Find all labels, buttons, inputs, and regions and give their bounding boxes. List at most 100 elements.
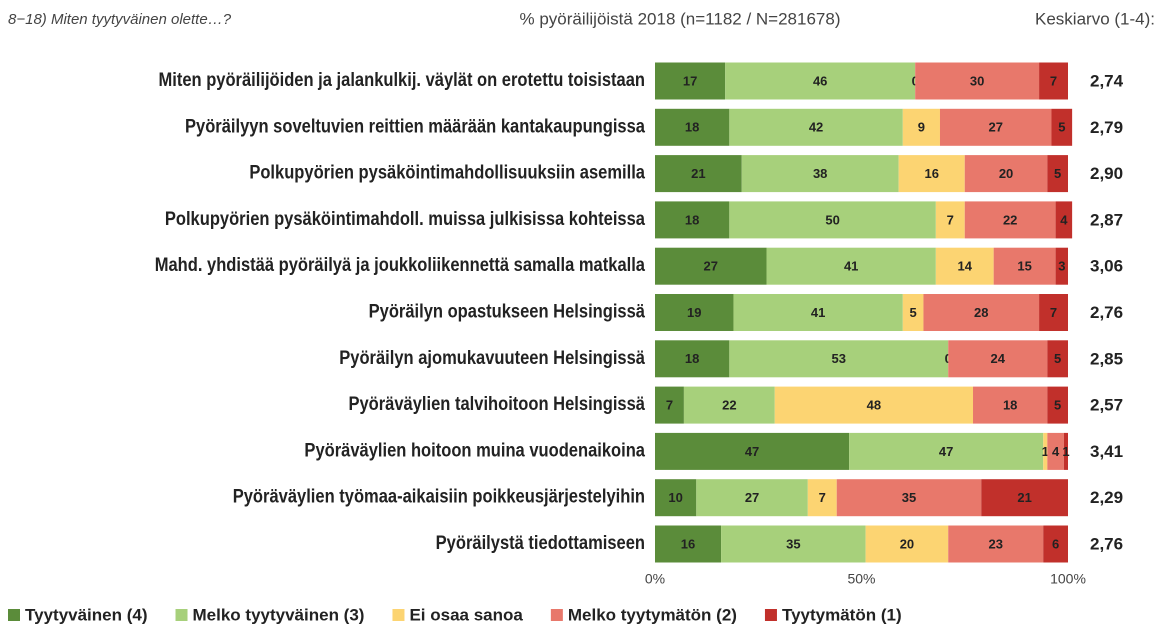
- segment-label: 7: [1050, 305, 1057, 320]
- bar-segment: [1039, 294, 1068, 331]
- segment-label: 7: [819, 490, 826, 505]
- segment-label: 28: [974, 305, 988, 320]
- category-label-group: Pyöräilystä tiedottamiseen: [436, 532, 645, 553]
- segment-label: 41: [844, 259, 858, 274]
- segment-label: 20: [900, 536, 914, 551]
- segment-label: 14: [958, 259, 973, 274]
- x-tick-label: 50%: [847, 571, 875, 587]
- segment-label: 16: [681, 536, 695, 551]
- segment-label: 7: [947, 212, 954, 227]
- segment-label: 15: [1017, 259, 1031, 274]
- segment-label: 30: [970, 73, 984, 88]
- bar-segment: [1047, 340, 1068, 378]
- category-label-group: Polkupyörien pysäköintimahdoll. muissa j…: [165, 208, 646, 229]
- bar-segment: [849, 432, 1044, 470]
- bar-segment: [836, 479, 982, 517]
- category-label: Pyöräväylien talvihoitoon Helsingissä: [348, 393, 645, 414]
- segment-label: 27: [704, 259, 718, 274]
- category-label: Miten pyöräilijöiden ja jalankulkij. väy…: [158, 69, 645, 90]
- category-label: Pyöräilyn ajomukavuuteen Helsingissä: [339, 347, 645, 368]
- legend-swatch: [550, 609, 563, 621]
- bar-segment: [766, 247, 936, 285]
- segment-label: 47: [939, 444, 953, 459]
- average-label: 2,90: [1090, 164, 1123, 183]
- segment-label: 4: [1052, 444, 1060, 459]
- segment-label: 27: [745, 490, 759, 505]
- average-title: Keskiarvo (1-4):: [1035, 9, 1155, 28]
- bar-segment: [655, 108, 730, 146]
- bar-segment: [935, 247, 994, 285]
- segment-label: 18: [685, 120, 699, 135]
- bar-segment: [655, 340, 730, 378]
- bar-segment: [964, 155, 1048, 193]
- bar-segment: [993, 247, 1056, 285]
- segment-label: 21: [1017, 490, 1031, 505]
- bar-segment: [973, 386, 1048, 424]
- bar-segment: [939, 108, 1052, 146]
- bar-segment: [923, 294, 1040, 331]
- category-label-group: Pyöräilyn ajomukavuuteen Helsingissä: [339, 347, 645, 368]
- segment-label: 41: [811, 305, 825, 320]
- bar-segment: [655, 432, 850, 470]
- bar-segment: [1051, 108, 1073, 146]
- category-label: Pyöräilystä tiedottamiseen: [436, 532, 645, 553]
- legend-label: Ei osaa sanoa: [409, 605, 523, 624]
- category-label: Mahd. yhdistää pyöräilyä ja joukkoliiken…: [155, 254, 646, 275]
- bar-segment: [807, 479, 837, 517]
- category-label-group: Pyöräilyyn soveltuvien reittien määrään …: [185, 115, 646, 136]
- bar-segment: [1039, 62, 1068, 100]
- bar-segment: [655, 479, 697, 517]
- bar-segment: [1063, 432, 1068, 470]
- segment-label: 10: [668, 490, 682, 505]
- bar-segment: [865, 525, 949, 563]
- bar-segment: [902, 294, 924, 331]
- bar-segment: [1047, 386, 1068, 424]
- segment-label: 47: [745, 444, 759, 459]
- bar-segment: [725, 62, 916, 100]
- segment-label: 4: [1060, 212, 1068, 227]
- average-label: 2,76: [1090, 534, 1123, 553]
- segment-label: 16: [924, 166, 938, 181]
- bar-segment: [981, 479, 1068, 517]
- bar-segment: [935, 201, 965, 239]
- segment-label: 9: [918, 120, 925, 135]
- legend-label: Tyytyväinen (4): [25, 605, 148, 624]
- category-label: Pyöräilyn opastukseen Helsingissä: [369, 300, 645, 321]
- average-label: 2,74: [1090, 71, 1124, 90]
- bar-segment: [729, 340, 949, 378]
- average-label: 2,76: [1090, 303, 1123, 322]
- segment-label: 5: [1054, 351, 1061, 366]
- segment-label: 38: [813, 166, 827, 181]
- segment-label: 20: [999, 166, 1013, 181]
- bar-segment: [1043, 525, 1068, 563]
- segment-label: 18: [1003, 398, 1017, 413]
- segment-label: 35: [902, 490, 916, 505]
- average-label: 3,41: [1090, 442, 1123, 461]
- average-label: 2,85: [1090, 349, 1123, 368]
- bar-segment: [655, 525, 722, 563]
- bar-segment: [721, 525, 866, 563]
- category-label: Polkupyörien pysäköintimahdollisuuksiin …: [249, 162, 646, 183]
- segment-label: 50: [825, 212, 839, 227]
- segment-label: 1: [1042, 444, 1049, 459]
- category-label: Pyöräilyyn soveltuvien reittien määrään …: [185, 115, 646, 136]
- x-tick-label: 0%: [645, 571, 665, 587]
- segment-label: 7: [1050, 73, 1057, 88]
- bar-segment: [729, 201, 936, 239]
- segment-label: 53: [832, 351, 846, 366]
- segment-label: 7: [666, 398, 673, 413]
- average-label: 2,79: [1090, 118, 1123, 137]
- bar-segment: [948, 340, 1048, 378]
- average-label: 3,06: [1090, 257, 1123, 276]
- bar-segment: [1047, 432, 1064, 470]
- legend-label: Melko tyytymätön (2): [568, 605, 737, 624]
- bar-segment: [1047, 155, 1068, 193]
- category-label-group: Pyöräilyn opastukseen Helsingissä: [369, 300, 645, 321]
- segment-label: 22: [1003, 212, 1017, 227]
- bar-segment: [655, 62, 726, 100]
- category-label-group: Pyöräväylien hoitoon muina vuodenaikoina: [304, 439, 646, 460]
- bar-segment: [655, 247, 767, 285]
- bar-segment: [1043, 432, 1048, 470]
- bar-segment: [696, 479, 808, 517]
